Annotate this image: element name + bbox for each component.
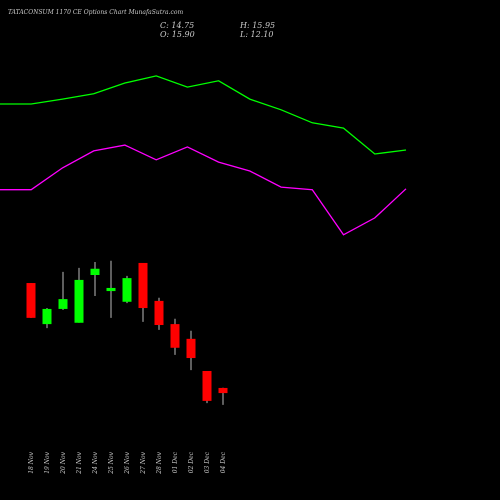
x-tick-label: 24 Nov — [92, 451, 99, 474]
candle-body — [202, 370, 212, 401]
high-label: H: 15.95 — [239, 21, 275, 30]
candle-body — [90, 268, 100, 275]
candle-body — [218, 387, 228, 394]
x-tick-label: 21 Nov — [76, 451, 83, 474]
x-tick-label: 01 Dec — [172, 451, 179, 473]
x-tick-label: 25 Nov — [108, 451, 115, 474]
candle-body — [122, 278, 132, 302]
x-tick-label: 27 Nov — [140, 451, 147, 474]
candle-body — [26, 283, 36, 318]
chart-title: TATACONSUM 1170 CE Options Chart MunafaS… — [8, 9, 183, 16]
open-label: O: 15.90 — [160, 30, 195, 39]
candle-body — [74, 279, 84, 323]
x-tick-label: 28 Nov — [156, 451, 163, 474]
candle-body — [154, 300, 164, 325]
x-tick-label: 19 Nov — [44, 451, 51, 473]
x-tick-label: 02 Dec — [188, 451, 195, 473]
candle-body — [186, 338, 196, 359]
x-tick-label: 04 Dec — [220, 451, 227, 473]
x-tick-label: 03 Dec — [204, 451, 211, 473]
close-label: C: 14.75 — [160, 21, 194, 30]
x-tick-label: 20 Nov — [60, 451, 67, 474]
low-label: L: 12.10 — [239, 30, 273, 39]
candle-body — [170, 324, 180, 348]
candle-body — [58, 299, 68, 309]
candle-body — [138, 262, 148, 309]
x-tick-label: 18 Nov — [28, 451, 35, 473]
x-tick-label: 26 Nov — [124, 451, 131, 474]
candle-body — [42, 308, 52, 325]
indicator-line — [0, 75, 407, 155]
candle-body — [106, 287, 116, 292]
indicator-line — [0, 144, 407, 236]
